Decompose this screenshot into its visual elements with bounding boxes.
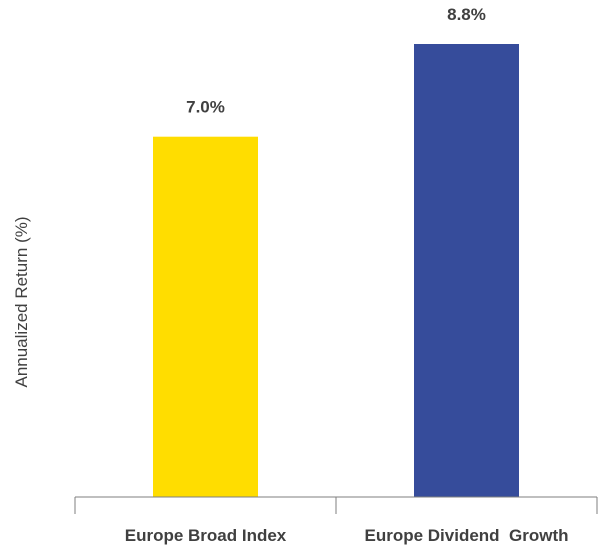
bars-layer bbox=[153, 44, 519, 497]
bar-1 bbox=[153, 136, 258, 497]
x-tick-label-2: Europe Dividend Growth bbox=[364, 526, 568, 545]
data-label-1: 7.0% bbox=[186, 98, 225, 117]
data-label-2: 8.8% bbox=[447, 5, 486, 24]
x-axis bbox=[74, 496, 598, 514]
x-tick-label-1: Europe Broad Index bbox=[125, 526, 287, 545]
y-axis-title: Annualized Return (%) bbox=[12, 216, 31, 387]
labels-layer: 7.0% Europe Broad Index 8.8% Europe Dividen… bbox=[125, 5, 569, 545]
bar-2 bbox=[414, 44, 519, 497]
